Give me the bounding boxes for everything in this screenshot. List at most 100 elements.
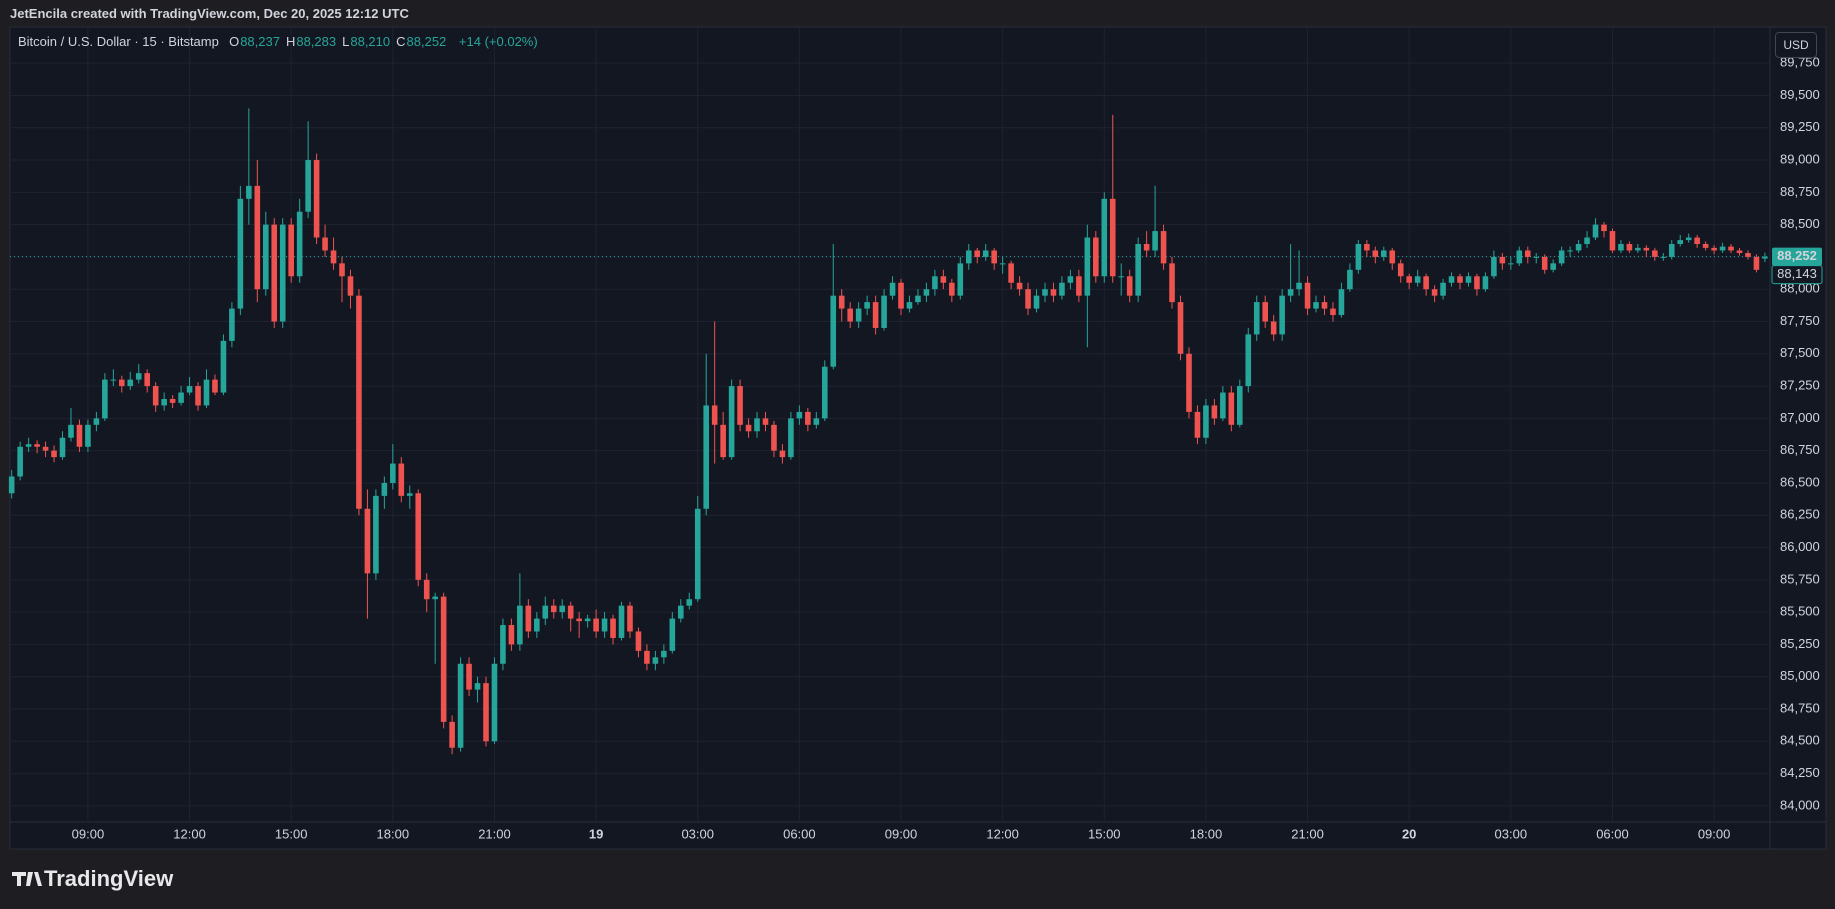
candle-body [144,373,151,387]
candle-body [1702,243,1709,248]
candle-body [1711,247,1717,251]
y-tick-label: 87,000 [1780,410,1820,425]
legend-key: L [342,34,350,49]
x-tick-label: 03:00 [681,826,714,841]
candle-body [1118,276,1125,278]
candle-body [1355,243,1362,270]
candle-body [1177,302,1184,354]
x-tick-label: 15:00 [275,826,308,841]
candle-body [262,224,269,290]
x-tick-label: 12:00 [986,826,1019,841]
candle-body [93,418,100,425]
candle-body [1237,386,1243,425]
brand: TradingView [44,866,174,891]
candle-body [212,379,218,393]
x-tick-label: 09:00 [885,826,918,841]
candle-body [906,302,913,309]
candle-body [1279,295,1285,335]
candle-body [627,605,633,632]
y-tick-label: 86,250 [1780,507,1820,522]
candle-body [34,444,40,447]
candle-body [1652,250,1658,257]
y-tick-label: 86,750 [1780,442,1820,457]
candle-body [1169,263,1175,303]
candle-body [254,185,261,290]
candle-body [957,263,964,296]
candle-body [220,340,227,393]
candle-body [771,424,777,451]
candle-body [1609,231,1616,251]
candle-body [8,476,15,494]
candle-body [152,386,159,406]
candle-body [296,211,303,277]
candle-body [1618,243,1624,251]
y-tick-label: 89,750 [1780,55,1820,70]
candle-body [25,444,32,447]
candle-body [1406,276,1412,283]
currency-button[interactable]: USD [1775,32,1817,58]
change: +14 (+0.02%) [458,34,538,49]
candle-body [364,508,371,574]
candle-body [1567,250,1573,252]
candle-body [1220,392,1226,419]
candle-body [1364,243,1370,251]
x-tick-label: 03:00 [1495,826,1528,841]
ohlc-legend: O88,237 H88,283 L88,210 C88,252 [229,34,452,49]
candle-body [1042,289,1048,296]
candle-body [703,405,710,509]
candle-body [1211,405,1218,419]
candle-body [898,282,904,309]
candle-body [949,282,955,296]
candle-body [1558,250,1565,264]
candle-body [821,366,828,419]
candle-body [381,482,388,496]
candle-body [85,424,91,447]
candles [8,108,1768,755]
candle-body [423,579,430,600]
candle-body [1338,289,1345,316]
x-tick-label: 21:00 [478,826,511,841]
candle-body [855,308,862,322]
candle-body [1474,276,1480,290]
candle-body [1745,253,1751,257]
candle-body [322,237,328,251]
candle-body [593,618,599,632]
candle-body [17,446,23,477]
candle-body [1499,256,1506,264]
x-tick-label: 19 [589,826,603,841]
candle-body [838,295,845,309]
symbol-legend: Bitcoin / U.S. Dollar · 15 · Bitstamp O8… [18,34,544,49]
candle-body [1414,276,1421,283]
candle-body [1508,263,1514,265]
candle-body [68,424,74,438]
candle-body [508,625,515,645]
y-tick-label: 85,250 [1780,636,1820,651]
candle-body [1287,289,1294,296]
candle-body [432,596,438,600]
candle-body [1270,321,1277,335]
candle-body [1101,198,1108,277]
candle-body [76,424,83,447]
candle-body [1313,302,1319,309]
candle-body [1050,289,1057,296]
candle-body [1109,198,1116,277]
candle-body [271,224,278,322]
candle-body [110,379,117,381]
candle-body [288,224,294,277]
candle-body [1253,302,1260,335]
candle-body [195,386,201,406]
candle-body [601,618,608,632]
candle-body [745,424,752,432]
candle-body [102,379,108,419]
candle-body [500,625,506,664]
candle-body [559,605,566,613]
candle-body [305,160,311,212]
candle-body [720,424,726,458]
chart-panel [9,26,1827,850]
candle-body [457,663,464,748]
candle-body [635,631,642,651]
x-tick-label: 06:00 [783,826,816,841]
candle-body [1397,263,1404,277]
candle-body [406,493,413,496]
